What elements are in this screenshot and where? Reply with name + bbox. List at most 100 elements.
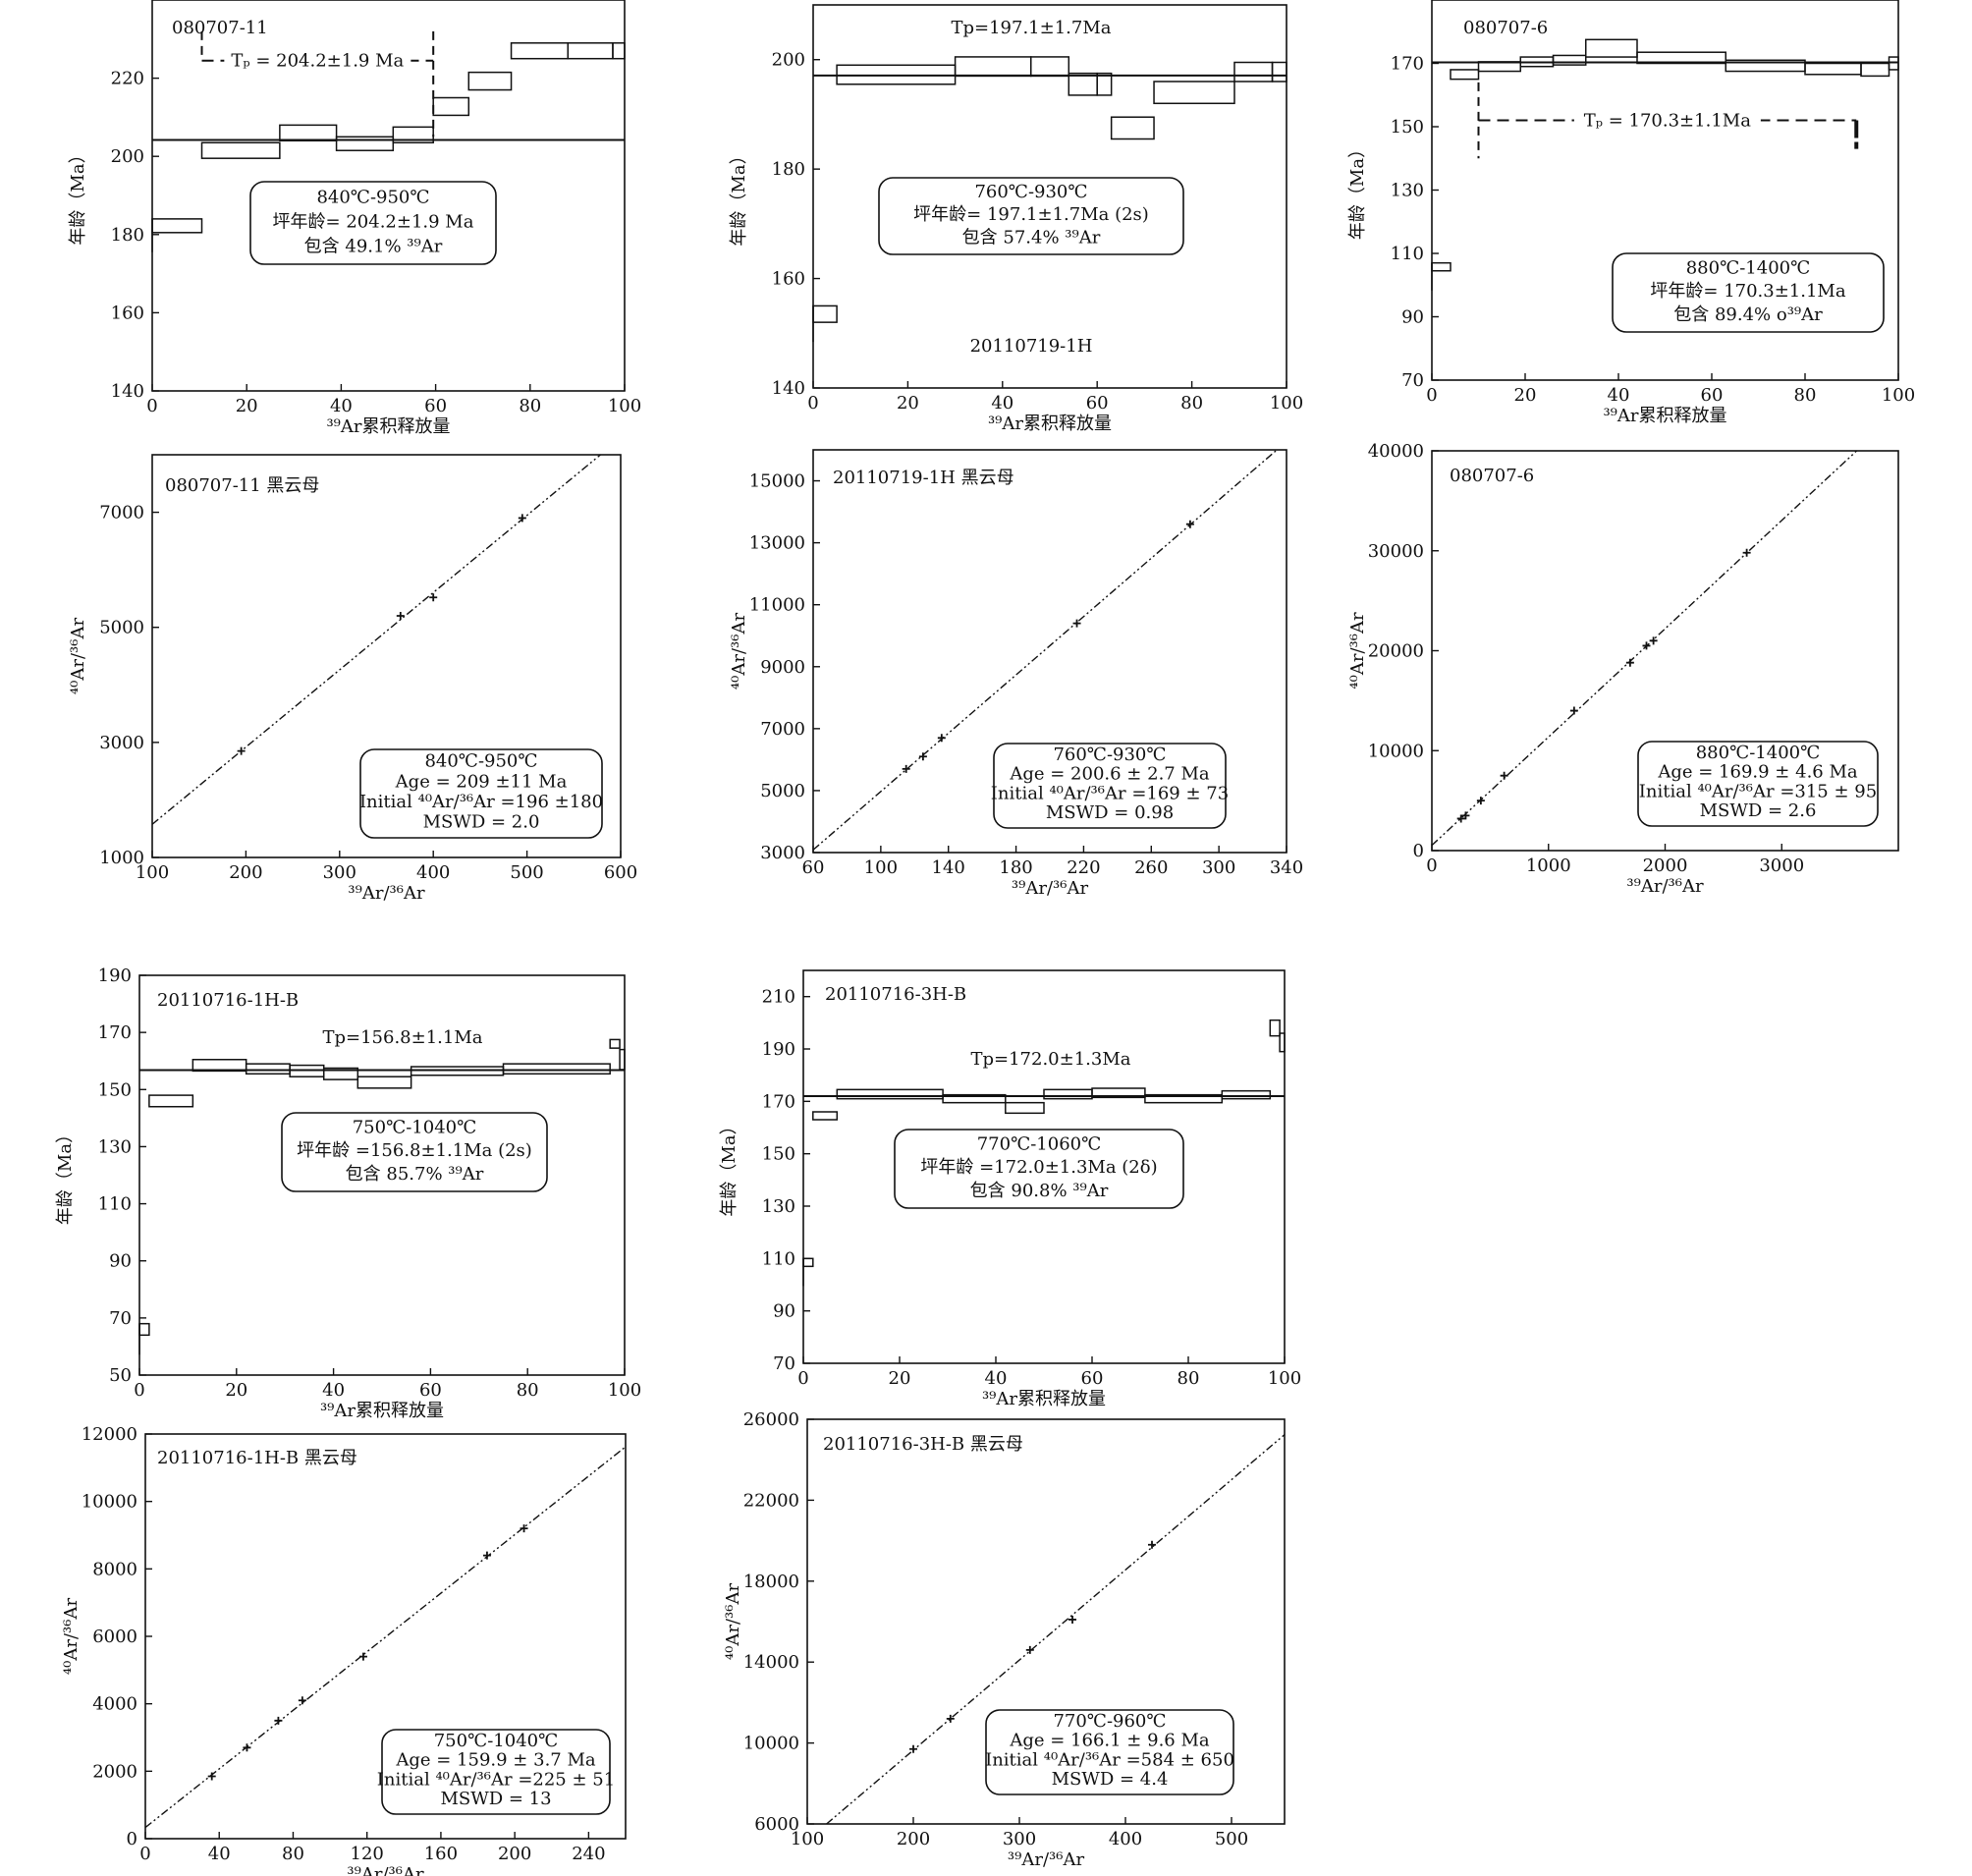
x-tick-label: 140 bbox=[932, 857, 965, 878]
x-tick-label: 20 bbox=[889, 1368, 911, 1389]
y-tick-label: 140 bbox=[111, 381, 144, 402]
plot-frame bbox=[138, 974, 626, 1376]
y-tick-label: 3000 bbox=[99, 733, 144, 753]
y-tick-label: 170 bbox=[762, 1091, 795, 1112]
plateau-age-label: Tp=197.1±1.7Ma bbox=[951, 18, 1111, 38]
plateau-label-bg bbox=[224, 46, 411, 73]
age-step bbox=[510, 42, 570, 60]
info-box-line: 坪年龄= 204.2±1.9 Ma bbox=[273, 211, 474, 232]
x-tick-label: 80 bbox=[1180, 393, 1203, 414]
y-tick-label: 5000 bbox=[760, 781, 805, 801]
chart-panel-4: 100 200 300 400 500 600 1000 3000 5000 7000 ³⁹Ar/³… bbox=[68, 454, 637, 904]
y-tick-label: 12000 bbox=[82, 1424, 137, 1445]
info-box-line: 坪年龄 =172.0±1.3Ma (2δ) bbox=[920, 1157, 1157, 1178]
info-box-line: 750℃-1040℃ bbox=[353, 1117, 477, 1137]
x-axis-label: ³⁹Ar累积释放量 bbox=[326, 416, 450, 437]
age-step bbox=[1096, 72, 1113, 96]
x-tick-label: 220 bbox=[1067, 857, 1100, 878]
y-tick-label: 90 bbox=[773, 1301, 795, 1322]
y-tick-label: 150 bbox=[762, 1144, 795, 1165]
x-tick-label: 500 bbox=[510, 862, 543, 883]
x-axis-label: ³⁹Ar累积释放量 bbox=[982, 1389, 1106, 1409]
chart-panel-7: 0 20 40 60 80 100 50 70 90 110 130 150 170 190 ³⁹Ar累积释… bbox=[55, 966, 641, 1421]
x-tick-label: 40 bbox=[991, 393, 1013, 414]
y-tick-label: 20000 bbox=[1368, 641, 1424, 662]
plot-frame bbox=[812, 4, 1287, 389]
y-axis-label: 年龄（Ma） bbox=[68, 145, 88, 245]
y-tick-label: 110 bbox=[98, 1194, 132, 1215]
info-box-line: MSWD = 2.0 bbox=[423, 812, 540, 833]
x-tick-label: 500 bbox=[1215, 1829, 1248, 1849]
data-point bbox=[429, 593, 438, 602]
y-axis-label: ⁴⁰Ar/³⁶Ar bbox=[1347, 612, 1368, 690]
y-tick-label: 6000 bbox=[754, 1814, 799, 1835]
x-tick-label: 200 bbox=[229, 862, 262, 883]
sample-label: 20110719-1H 黑云母 bbox=[833, 468, 1014, 488]
x-tick-label: 20 bbox=[1514, 385, 1537, 406]
age-step bbox=[1431, 261, 1452, 272]
x-axis-label: ³⁹Ar/³⁶Ar bbox=[1008, 1849, 1085, 1870]
x-tick-label: 0 bbox=[1426, 385, 1437, 406]
info-box-line: Initial ⁴⁰Ar/³⁶Ar =169 ± 73 bbox=[991, 783, 1229, 803]
info-box-line: Age = 200.6 ± 2.7 Ma bbox=[1009, 764, 1210, 785]
age-step bbox=[1271, 61, 1287, 83]
age-step bbox=[148, 1094, 194, 1108]
x-tick-label: 60 bbox=[1081, 1368, 1104, 1389]
chart-panel-8: 0 20 40 60 80 100 70 90 110 130 150 170 190 210 ³⁹Ar累积… bbox=[719, 969, 1301, 1409]
y-tick-label: 70 bbox=[109, 1308, 132, 1329]
x-tick-label: 340 bbox=[1270, 857, 1303, 878]
plateau-age-label: Tp=156.8±1.1Ma bbox=[322, 1027, 482, 1048]
sample-label: 080707-11 bbox=[172, 18, 268, 38]
y-axis-label: 年龄（Ma） bbox=[729, 146, 749, 246]
info-box bbox=[985, 1709, 1234, 1795]
info-box bbox=[249, 181, 497, 265]
x-tick-label: 20 bbox=[225, 1380, 247, 1401]
x-tick-label: 300 bbox=[1003, 1829, 1036, 1849]
age-step bbox=[245, 1063, 291, 1076]
age-step bbox=[1269, 1019, 1281, 1037]
x-tick-label: 300 bbox=[323, 862, 356, 883]
x-tick-label: 80 bbox=[282, 1844, 304, 1864]
data-point bbox=[902, 764, 910, 773]
x-tick-label: 20 bbox=[236, 396, 258, 416]
info-box-line: Initial ⁴⁰Ar/³⁶Ar =584 ± 650 bbox=[985, 1749, 1234, 1770]
y-tick-label: 15000 bbox=[749, 471, 805, 492]
info-box-line: Initial ⁴⁰Ar/³⁶Ar =225 ± 51 bbox=[377, 1769, 615, 1790]
age-step bbox=[200, 141, 281, 159]
age-step bbox=[279, 124, 338, 142]
y-tick-label: 130 bbox=[762, 1196, 795, 1217]
data-point bbox=[1500, 771, 1508, 780]
info-box bbox=[993, 743, 1227, 829]
info-box-line: 包含 89.4% o³⁹Ar bbox=[1673, 304, 1823, 325]
x-tick-label: 400 bbox=[1109, 1829, 1142, 1849]
x-tick-label: 40 bbox=[208, 1844, 231, 1864]
y-tick-label: 220 bbox=[111, 69, 144, 89]
info-box-line: 包含 49.1% ³⁹Ar bbox=[304, 236, 443, 256]
x-tick-label: 60 bbox=[419, 1380, 442, 1401]
y-tick-label: 3000 bbox=[760, 843, 805, 863]
age-step bbox=[1585, 38, 1638, 58]
info-box-line: 770℃-960℃ bbox=[1053, 1711, 1166, 1732]
info-box-line: 840℃-950℃ bbox=[316, 187, 429, 207]
x-tick-label: 100 bbox=[608, 396, 641, 416]
y-tick-label: 210 bbox=[762, 987, 795, 1008]
plot-frame bbox=[802, 969, 1286, 1364]
data-point bbox=[937, 734, 946, 743]
chart-panel-9: 0 40 80 120 160 200 240 0 2000 4000 6000 8000 10000 1… bbox=[61, 1424, 627, 1876]
y-tick-label: 6000 bbox=[92, 1627, 137, 1647]
x-tick-label: 80 bbox=[1178, 1368, 1200, 1389]
age-step bbox=[836, 1088, 944, 1100]
info-box-line: Age = 169.9 ± 4.6 Ma bbox=[1657, 762, 1858, 783]
info-box bbox=[281, 1112, 548, 1192]
age-step bbox=[335, 136, 395, 151]
age-step bbox=[1153, 81, 1235, 105]
plot-frame bbox=[812, 449, 1287, 854]
age-step bbox=[1636, 51, 1726, 65]
x-tick-label: 120 bbox=[351, 1844, 384, 1864]
x-tick-label: 160 bbox=[424, 1844, 458, 1864]
y-tick-label: 70 bbox=[773, 1353, 795, 1374]
y-tick-label: 170 bbox=[1391, 54, 1424, 75]
x-tick-label: 600 bbox=[604, 862, 637, 883]
y-tick-label: 140 bbox=[772, 378, 805, 399]
age-step bbox=[612, 42, 626, 60]
